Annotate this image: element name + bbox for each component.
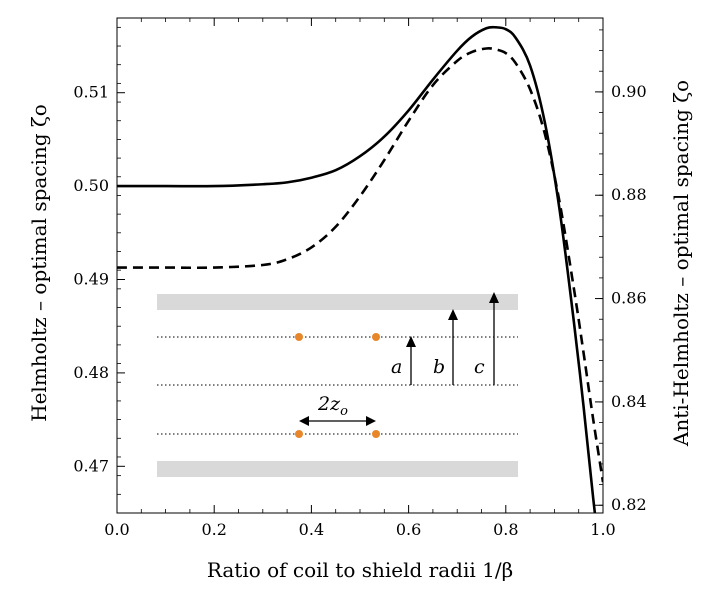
shield-top: [157, 294, 518, 310]
arrow-label-c: c: [474, 356, 485, 378]
shield-bottom: [157, 461, 518, 477]
y-axis-label-left: Helmholtz – optimal spacing ζo: [27, 104, 51, 422]
anti-helmholtz-series-line: [117, 47, 603, 483]
y-left-tick-label: 0.47: [73, 456, 109, 475]
x-axis-label: Ratio of coil to shield radii 1/β: [207, 558, 513, 582]
y-right-tick-label: 0.82: [611, 495, 647, 514]
y-axis-label-right: Anti-Helmholtz – optimal spacing ζo: [669, 80, 693, 447]
helmholtz-series-line: [117, 25, 597, 513]
y-left-tick-label: 0.50: [73, 176, 109, 195]
series-layer: [117, 25, 603, 513]
y-right-tick-label: 0.88: [611, 185, 647, 204]
arrow-a-head: [406, 336, 416, 347]
x-tick-label: 0.8: [493, 520, 518, 539]
y-right-tick-label: 0.86: [611, 289, 647, 308]
y-left-tick-label: 0.49: [73, 270, 109, 289]
x-tick-label: 0.6: [396, 520, 421, 539]
x-tick-label: 1.0: [590, 520, 615, 539]
y-right-tick-label: 0.90: [611, 82, 647, 101]
coil-dot: [295, 333, 303, 341]
coil-dot: [372, 333, 380, 341]
y-right-tick-label: 0.84: [611, 392, 647, 411]
arrow-b-head: [448, 309, 458, 320]
arrow-label-a: a: [391, 356, 402, 378]
arrow-c-head: [489, 292, 499, 303]
y-left-tick-label: 0.51: [73, 83, 109, 102]
coil-dot: [372, 430, 380, 438]
ticks-layer: 0.0 0.2 0.4 0.6 0.8 1.0 0.47 0.48 0.49 0.50 0.51 0.…: [73, 18, 647, 539]
x-tick-label: 0.0: [104, 520, 129, 539]
spacing-label: 2zo: [317, 393, 348, 419]
arrow-label-b: b: [433, 356, 445, 378]
coil-dot: [295, 430, 303, 438]
y-left-tick-label: 0.48: [73, 363, 109, 382]
x-tick-label: 0.4: [299, 520, 324, 539]
coil-geometry-inset: 2zo a b c: [157, 292, 518, 477]
x-tick-label: 0.2: [201, 520, 226, 539]
spacing-arrowhead-right: [366, 416, 376, 426]
spacing-arrowhead-left: [299, 416, 309, 426]
